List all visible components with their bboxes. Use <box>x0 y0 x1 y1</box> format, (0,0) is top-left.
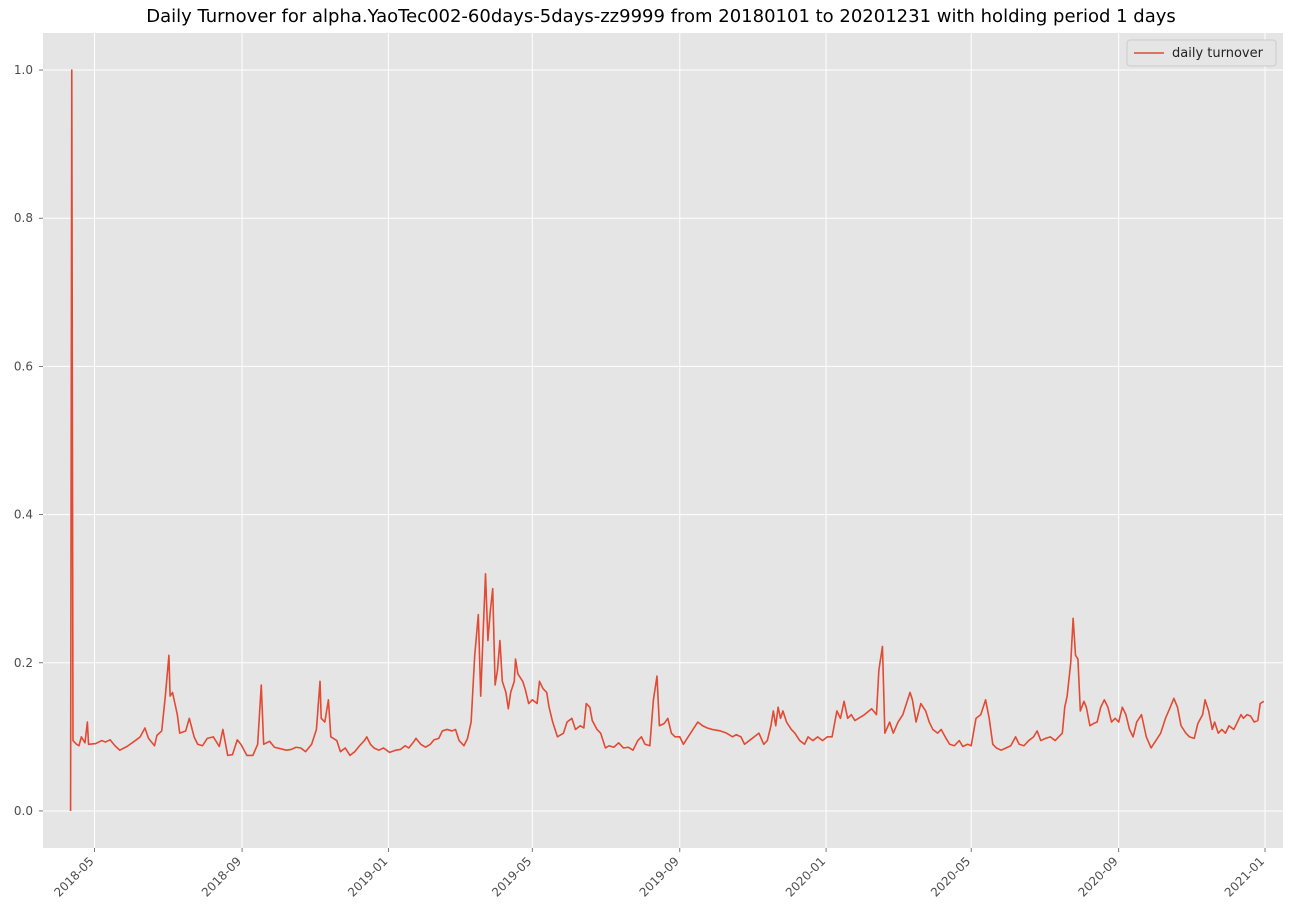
x-tick-label: 2021-01 <box>1222 854 1267 899</box>
chart-title: Daily Turnover for alpha.YaoTec002-60day… <box>146 6 1176 27</box>
x-tick-label: 2019-09 <box>637 854 682 899</box>
legend: daily turnover <box>1126 39 1277 67</box>
y-tick-label: 1.0 <box>14 63 33 77</box>
series-layer <box>69 69 1265 811</box>
x-tick-label: 2020-09 <box>1075 854 1120 899</box>
y-tick-label: 0.8 <box>14 211 33 225</box>
legend-label: daily turnover <box>1172 46 1264 61</box>
y-tick-label: 0.0 <box>14 804 33 818</box>
y-tick-label: 0.6 <box>14 359 33 373</box>
y-tick-label: 0.2 <box>14 656 33 670</box>
gridlines <box>43 33 1283 848</box>
x-tick-label: 2019-01 <box>345 854 390 899</box>
plot-area <box>43 33 1283 848</box>
x-tick-label: 2018-09 <box>199 854 244 899</box>
x-tick-label: 2020-01 <box>783 854 828 899</box>
y-tick-label: 0.4 <box>14 508 33 522</box>
x-tick-label: 2019-05 <box>489 854 534 899</box>
series-line-daily-turnover <box>69 69 1265 811</box>
x-tick-label: 2018-05 <box>51 854 96 899</box>
x-tick-label: 2020-05 <box>928 854 973 899</box>
legend-box <box>1126 39 1277 67</box>
